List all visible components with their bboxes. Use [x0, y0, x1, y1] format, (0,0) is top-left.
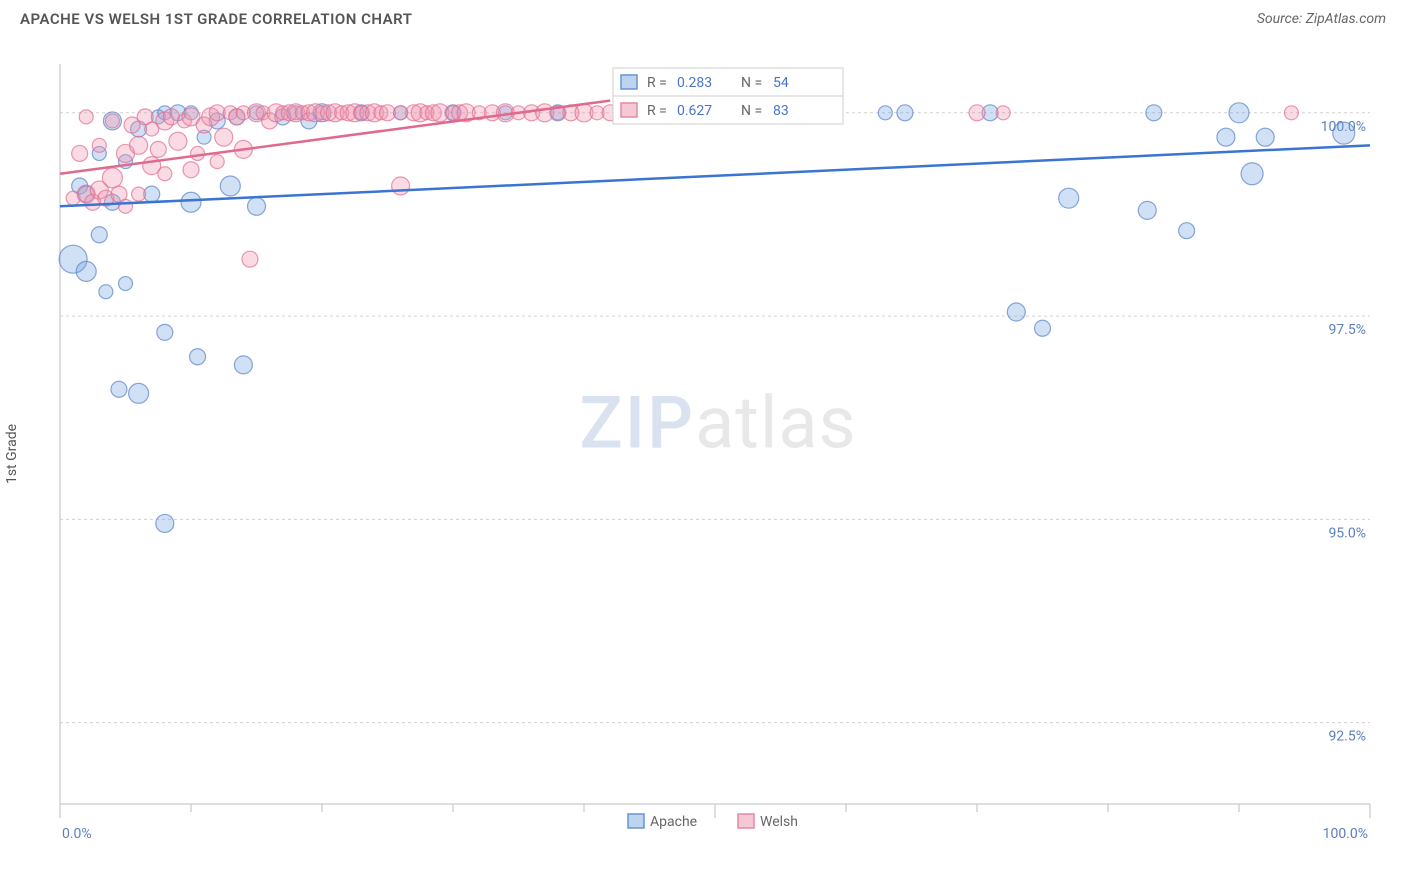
svg-text:95.0%: 95.0%: [1328, 525, 1366, 541]
svg-text:54: 54: [773, 75, 789, 91]
svg-text:0.283: 0.283: [677, 75, 712, 91]
svg-text:97.5%: 97.5%: [1328, 322, 1366, 338]
svg-text:0.627: 0.627: [677, 103, 712, 119]
chart-container: 92.5%95.0%97.5%100.0%0.0%100.0%R =0.283N…: [50, 44, 1386, 834]
svg-text:N =: N =: [741, 103, 762, 119]
svg-text:N =: N =: [741, 75, 762, 91]
svg-text:83: 83: [773, 103, 789, 119]
scatter-chart: 92.5%95.0%97.5%100.0%0.0%100.0%R =0.283N…: [50, 44, 1386, 894]
series-apache: [59, 103, 1355, 533]
chart-header: APACHE VS WELSH 1ST GRADE CORRELATION CH…: [0, 0, 1406, 34]
svg-text:0.0%: 0.0%: [62, 826, 92, 842]
svg-text:R =: R =: [647, 103, 667, 119]
svg-text:Apache: Apache: [650, 814, 697, 830]
svg-text:Welsh: Welsh: [760, 814, 798, 830]
svg-text:92.5%: 92.5%: [1328, 729, 1366, 745]
series-welsh: [66, 104, 1298, 267]
y-axis-label: 1st Grade: [4, 424, 20, 484]
svg-text:100.0%: 100.0%: [1323, 826, 1368, 842]
chart-source: Source: ZipAtlas.com: [1257, 11, 1386, 27]
svg-text:R =: R =: [647, 75, 667, 91]
chart-title: APACHE VS WELSH 1ST GRADE CORRELATION CH…: [20, 10, 412, 28]
